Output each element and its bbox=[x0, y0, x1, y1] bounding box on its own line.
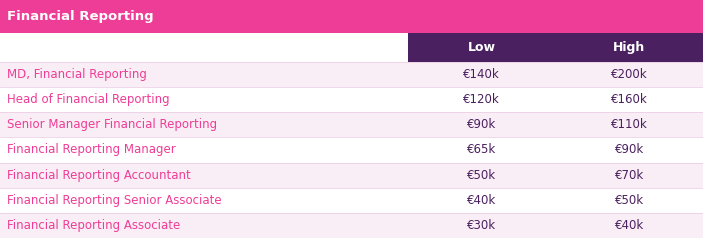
Text: €90k: €90k bbox=[467, 118, 496, 131]
Text: €30k: €30k bbox=[467, 219, 496, 232]
Text: Senior Manager Financial Reporting: Senior Manager Financial Reporting bbox=[7, 118, 217, 131]
Text: €50k: €50k bbox=[614, 194, 644, 207]
Text: Low: Low bbox=[467, 41, 496, 54]
Text: Financial Reporting Senior Associate: Financial Reporting Senior Associate bbox=[7, 194, 221, 207]
Text: €40k: €40k bbox=[614, 219, 644, 232]
Text: €110k: €110k bbox=[611, 118, 647, 131]
Text: High: High bbox=[613, 41, 645, 54]
Text: €90k: €90k bbox=[614, 144, 644, 156]
FancyBboxPatch shape bbox=[0, 163, 703, 188]
FancyBboxPatch shape bbox=[0, 33, 408, 62]
FancyBboxPatch shape bbox=[0, 0, 703, 33]
Text: Financial Reporting Manager: Financial Reporting Manager bbox=[7, 144, 176, 156]
FancyBboxPatch shape bbox=[0, 188, 703, 213]
Text: €50k: €50k bbox=[467, 169, 496, 182]
Text: €140k: €140k bbox=[463, 68, 500, 81]
Text: €40k: €40k bbox=[467, 194, 496, 207]
FancyBboxPatch shape bbox=[0, 137, 703, 163]
FancyBboxPatch shape bbox=[408, 33, 703, 62]
FancyBboxPatch shape bbox=[0, 62, 703, 87]
FancyBboxPatch shape bbox=[0, 87, 703, 112]
FancyBboxPatch shape bbox=[0, 112, 703, 137]
Text: Financial Reporting: Financial Reporting bbox=[7, 10, 154, 23]
FancyBboxPatch shape bbox=[0, 213, 703, 238]
Text: Head of Financial Reporting: Head of Financial Reporting bbox=[7, 93, 169, 106]
Text: €200k: €200k bbox=[611, 68, 647, 81]
Text: Financial Reporting Associate: Financial Reporting Associate bbox=[7, 219, 180, 232]
Text: €120k: €120k bbox=[463, 93, 500, 106]
Text: Financial Reporting Accountant: Financial Reporting Accountant bbox=[7, 169, 191, 182]
Text: €65k: €65k bbox=[467, 144, 496, 156]
Text: €70k: €70k bbox=[614, 169, 644, 182]
Text: €160k: €160k bbox=[611, 93, 647, 106]
Text: MD, Financial Reporting: MD, Financial Reporting bbox=[7, 68, 147, 81]
